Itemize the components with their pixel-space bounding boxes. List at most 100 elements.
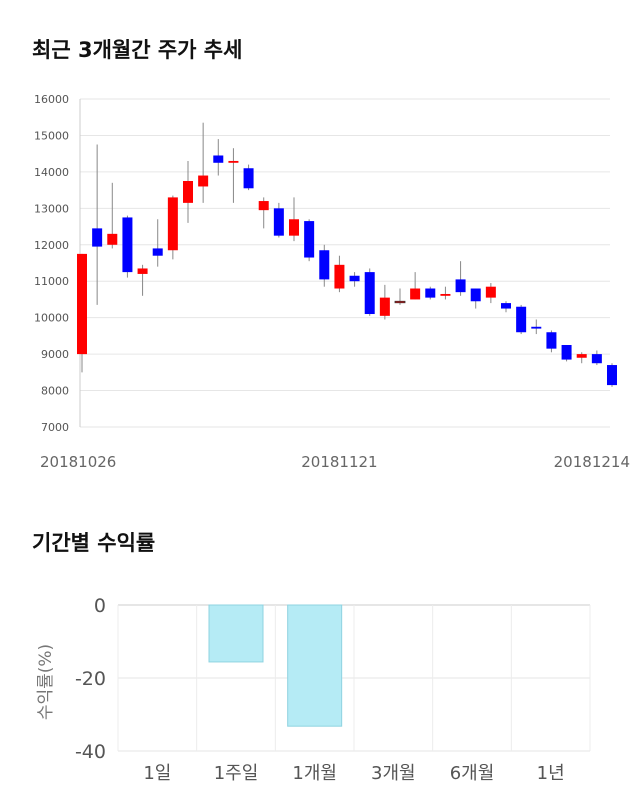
returns-y-axis: 0 -20 -40 — [75, 595, 106, 763]
candle — [137, 264, 148, 296]
candle — [77, 253, 87, 373]
returns-x-axis: 1일 1주일 1개월 3개월 6개월 1년 — [143, 763, 564, 784]
candle — [304, 219, 315, 262]
candle-body — [213, 155, 224, 163]
returns-y-tick-label: 0 — [94, 595, 106, 617]
price-y-tick-label: 15000 — [34, 129, 69, 142]
candle-body — [501, 303, 511, 309]
returns-bars — [208, 604, 343, 727]
candle-body — [304, 221, 315, 258]
returns-x-tick-label: 1년 — [537, 763, 565, 784]
candle-body — [289, 219, 299, 236]
candle-body — [485, 286, 496, 298]
candle-body — [394, 300, 406, 304]
candle-body — [273, 208, 284, 236]
candle-body — [334, 264, 345, 289]
price-x-axis: 20181026 20181121 20181214 — [40, 453, 630, 470]
candle — [122, 215, 133, 278]
returns-y-tick-label: -20 — [75, 668, 106, 690]
candle — [470, 288, 481, 309]
price-y-tick-label: 16000 — [34, 93, 69, 106]
returns-chart-title: 기간별 수익률 — [32, 531, 156, 555]
candle-body — [425, 288, 436, 298]
candle-body — [152, 248, 163, 256]
candle-body — [122, 217, 133, 273]
candle-body — [258, 201, 269, 211]
candle-body — [364, 272, 375, 315]
candle-body — [546, 332, 557, 349]
candle — [183, 160, 193, 223]
candle — [607, 363, 617, 387]
candle — [198, 122, 209, 203]
candle-body — [591, 354, 602, 364]
price-y-tick-label: 7000 — [41, 421, 69, 434]
price-y-tick-label: 11000 — [34, 275, 69, 288]
price-x-tick-label: 20181214 — [554, 453, 630, 470]
candle — [576, 352, 587, 364]
returns-y-axis-label: 수익률(%) — [36, 644, 56, 720]
candle — [349, 272, 360, 287]
candle — [485, 283, 496, 304]
candle-body — [531, 326, 542, 329]
candle — [258, 197, 269, 229]
candle — [455, 261, 466, 296]
candle-body — [516, 306, 527, 333]
candle — [440, 286, 451, 300]
price-x-tick-label: 20181026 — [40, 453, 116, 470]
price-y-tick-label: 9000 — [41, 348, 69, 361]
price-y-tick-label: 14000 — [34, 166, 69, 179]
candle-body — [107, 233, 118, 245]
candle-body — [455, 279, 466, 293]
price-y-tick-label: 8000 — [41, 385, 69, 398]
candle-body — [198, 175, 209, 187]
price-y-axis: 16000 15000 14000 13000 12000 11000 10000 9000 8… — [34, 93, 69, 434]
returns-x-tick-label: 3개월 — [371, 763, 416, 784]
candle — [591, 350, 602, 366]
price-y-tick-label: 10000 — [34, 312, 69, 325]
candle — [228, 148, 239, 203]
price-grid — [79, 98, 610, 428]
price-chart-title: 최근 3개월간 주가 추세 — [32, 38, 243, 62]
candle-body — [167, 197, 178, 251]
candle — [425, 286, 436, 300]
candle-body — [77, 253, 87, 355]
candle — [92, 144, 103, 305]
returns-x-tick-label: 1주일 — [214, 763, 259, 784]
candle-body — [349, 275, 360, 282]
price-y-tick-label: 12000 — [34, 239, 69, 252]
candle-body — [243, 168, 254, 189]
candle-body — [137, 268, 148, 274]
returns-x-tick-label: 6개월 — [450, 763, 495, 784]
candle — [243, 164, 254, 191]
candle — [319, 244, 330, 287]
candle — [167, 195, 178, 260]
candle — [561, 345, 572, 362]
candle — [394, 288, 406, 305]
candle — [213, 139, 224, 176]
candle-body — [440, 293, 451, 296]
candle — [546, 330, 557, 353]
candle-body — [228, 160, 239, 163]
candle — [273, 202, 284, 238]
candle — [531, 319, 542, 335]
returns-bar — [208, 604, 264, 663]
price-x-tick-label: 20181121 — [301, 453, 377, 470]
returns-y-tick-label: -40 — [75, 741, 106, 763]
candle — [152, 219, 163, 267]
candle-body — [470, 288, 481, 302]
candle-body — [379, 297, 390, 316]
price-y-tick-label: 13000 — [34, 202, 69, 215]
candle-body — [183, 181, 193, 203]
candle — [516, 304, 527, 335]
candle — [334, 255, 345, 293]
returns-bar-chart: 0 -20 -40 1일 1주일 1개월 3개월 6개월 1년 수익률(%) — [36, 595, 591, 784]
candle-body — [576, 354, 587, 358]
candle-body — [607, 365, 617, 386]
candle-body — [319, 250, 330, 280]
candle — [410, 272, 421, 300]
price-candles — [77, 122, 617, 387]
candle — [501, 301, 511, 313]
candle-body — [92, 228, 103, 247]
candle — [379, 284, 390, 320]
price-candlestick-chart: 16000 15000 14000 13000 12000 11000 10000 9000 8… — [34, 93, 630, 470]
